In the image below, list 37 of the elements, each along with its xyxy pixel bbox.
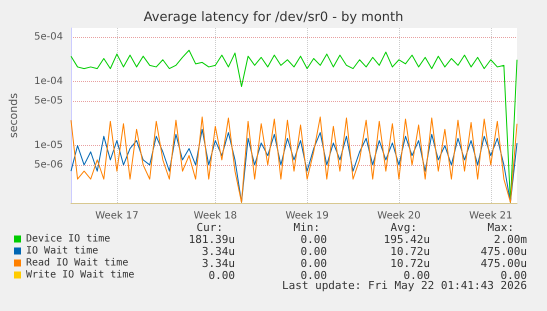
x-tick-label: Week 17 [95, 210, 139, 222]
chart-title: Average latency for /dev/sr0 - by month [144, 10, 404, 25]
text: 0.00 [300, 269, 327, 282]
legend-label: IO Wait time [26, 246, 98, 256]
x-tick-label: Week 19 [285, 210, 329, 222]
legend-label: Read IO Wait time [26, 258, 128, 268]
text: 0.00 [404, 269, 430, 282]
text: 0.00 [300, 233, 327, 246]
text: 10.72u [390, 245, 430, 258]
text: 3.34u [202, 257, 235, 270]
legend-label: Write IO Wait time [26, 270, 134, 280]
text: Last update: Fri May 22 01:41:43 2026 [282, 279, 527, 292]
text: 475.00u [480, 257, 527, 270]
text: Min: [294, 221, 320, 234]
text: Avg: [390, 221, 417, 234]
y-tick-label: 5e-04 [34, 31, 63, 42]
text: 0.00 [208, 269, 235, 282]
y-tick-label: 5e-06 [34, 159, 63, 170]
text: 3.34u [202, 245, 235, 258]
text: 0.00 [300, 257, 327, 270]
x-tick-label: Week 20 [377, 210, 421, 222]
text: 195.42u [384, 233, 430, 246]
text: 0.00 [500, 269, 527, 282]
text: 10.72u [390, 257, 430, 270]
y-tick-label: 1e-05 [34, 140, 63, 152]
x-tick-label: Week 21 [469, 210, 512, 222]
text: 0.00 [300, 245, 327, 258]
x-tick-label: Week 18 [194, 210, 237, 222]
y-tick-label: 5e-05 [34, 95, 63, 106]
text: Cur: [196, 221, 223, 234]
y-axis-title: seconds [7, 92, 20, 138]
legend-label: Device IO time [26, 234, 110, 244]
y-tick-label: 1e-04 [34, 76, 63, 88]
text: 475.00u [480, 245, 527, 258]
text: 181.39u [188, 233, 235, 246]
text: 2.00m [494, 233, 528, 246]
text: Max: [488, 221, 514, 234]
